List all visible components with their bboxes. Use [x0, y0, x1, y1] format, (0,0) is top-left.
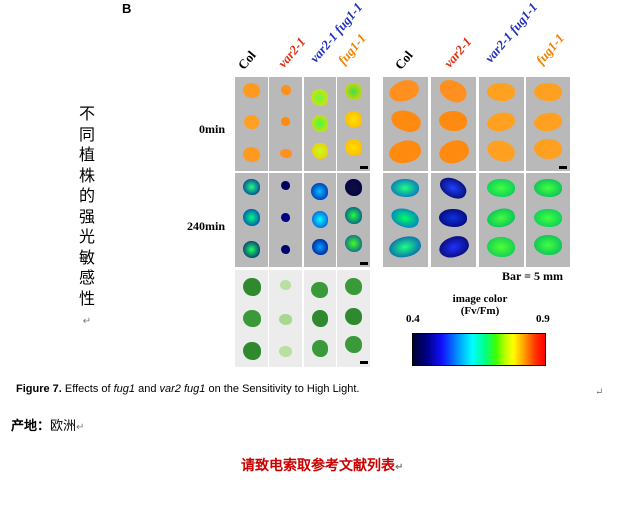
leaf-image-tile: [526, 77, 570, 171]
colorbar-title: image color (Fv/Fm): [420, 293, 540, 317]
leaf-image-tile: [269, 173, 302, 267]
caption-gene2: var2 fug1: [159, 383, 206, 395]
origin-label: 产地：: [11, 419, 51, 434]
origin-line: 产地：欧洲↵: [11, 415, 84, 434]
leaf-image-tile: [304, 173, 336, 267]
caption-text-c: on the Sensitivity to High Light.: [205, 383, 360, 395]
leaf-image-tile: [526, 173, 570, 267]
reference-request-text[interactable]: 请致电索取参考文献列表: [241, 458, 395, 474]
column-header: var2-1: [274, 34, 309, 71]
row-label-240min: 240min: [187, 219, 226, 233]
scale-bar-label: Bar = 5 mm: [502, 269, 563, 283]
leaf-image-tile: [235, 173, 268, 267]
column-header: fug1-1: [532, 30, 567, 68]
para-mark: ↵: [595, 387, 604, 398]
leaf-image-tile: [479, 173, 524, 267]
figure-caption: Figure 7. Effects of fug1 and var2 fug1 …: [16, 383, 359, 395]
leaf-photo-tile: [235, 270, 268, 367]
colorbar-min-label: 0.4: [406, 313, 420, 325]
para-mark: ↵: [76, 422, 85, 433]
para-mark: ↵: [395, 462, 404, 473]
leaf-photo-tile: [269, 270, 302, 367]
leaf-photo-tile: [304, 270, 336, 367]
caption-text-b: and: [135, 383, 160, 395]
caption-label: Figure 7.: [16, 383, 62, 395]
leaf-image-tile: [479, 77, 524, 171]
colorbar-title-line1: image color: [452, 293, 508, 305]
column-header: var2-1 fug1-1: [481, 0, 541, 66]
column-header: Col: [234, 47, 259, 73]
leaf-photo-tile: [337, 270, 370, 367]
para-mark: ↵: [82, 316, 92, 327]
colorbar-title-line2: (Fv/Fm): [460, 305, 500, 317]
leaf-image-tile: [337, 77, 370, 171]
caption-text-a: Effects of: [61, 383, 114, 395]
origin-value: 欧洲: [50, 419, 77, 434]
row-label-0min: 0min: [199, 122, 226, 136]
column-header: Col: [391, 47, 416, 73]
reference-request-link[interactable]: 请致电索取参考文献列表↵: [241, 455, 403, 475]
colorbar-gradient: [412, 333, 546, 366]
leaf-image-tile: [383, 173, 428, 267]
leaf-image-tile: [235, 77, 268, 171]
leaf-image-tile: [431, 173, 476, 267]
leaf-image-tile: [269, 77, 302, 171]
side-title: 不同植株的强光敏感性 ↵: [76, 104, 98, 333]
side-title-text: 不同植株的强光敏感性: [78, 104, 95, 308]
panel-letter: B: [122, 1, 132, 16]
leaf-image-tile: [383, 77, 428, 171]
leaf-image-tile: [337, 173, 370, 267]
column-header: var2-1: [440, 34, 475, 71]
colorbar-max-label: 0.9: [536, 313, 550, 325]
leaf-image-tile: [431, 77, 476, 171]
caption-gene1: fug1: [113, 383, 136, 395]
leaf-image-tile: [304, 77, 336, 171]
